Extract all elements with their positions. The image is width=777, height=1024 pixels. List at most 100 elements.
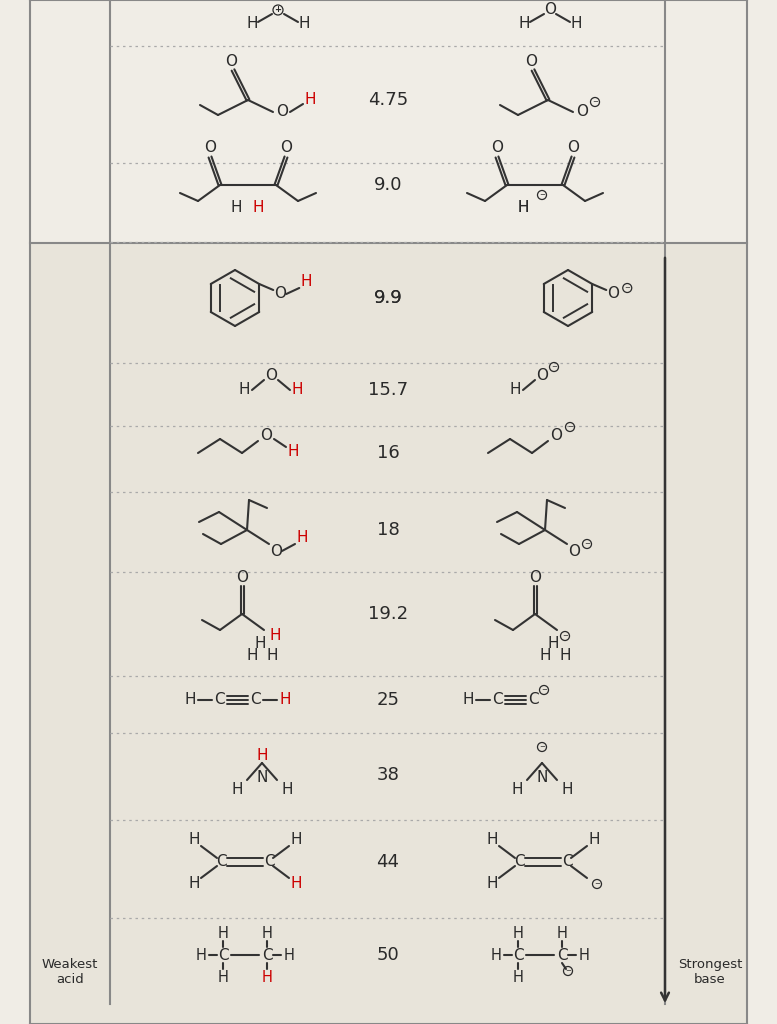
Text: 18: 18	[377, 521, 399, 539]
Text: O: O	[280, 139, 292, 155]
Text: 16: 16	[377, 444, 399, 462]
Text: O: O	[204, 139, 216, 155]
Text: C: C	[528, 692, 538, 708]
Text: C: C	[249, 692, 260, 708]
Text: H: H	[291, 877, 301, 892]
Text: H: H	[547, 637, 559, 651]
Text: −: −	[562, 633, 568, 639]
Text: H: H	[270, 629, 280, 643]
Text: 4.75: 4.75	[368, 91, 408, 109]
Text: C: C	[492, 692, 502, 708]
Text: H: H	[462, 692, 474, 708]
Text: O: O	[544, 2, 556, 17]
Text: H: H	[559, 648, 571, 664]
Text: H: H	[509, 383, 521, 397]
Text: H: H	[230, 200, 242, 214]
Text: H: H	[188, 877, 200, 892]
Text: 25: 25	[377, 691, 399, 709]
Text: C: C	[514, 854, 524, 869]
Text: H: H	[513, 926, 524, 940]
Text: O: O	[491, 139, 503, 155]
Text: O: O	[225, 53, 237, 69]
Text: H: H	[287, 443, 298, 459]
Text: C: C	[218, 947, 228, 963]
Text: O: O	[550, 427, 562, 442]
Text: O: O	[276, 104, 288, 120]
Text: H: H	[254, 637, 266, 651]
Text: C: C	[556, 947, 567, 963]
Text: C: C	[562, 854, 573, 869]
Text: H: H	[517, 200, 529, 214]
Text: 38: 38	[377, 766, 399, 784]
Text: H: H	[239, 383, 249, 397]
Text: O: O	[274, 287, 286, 301]
Text: −: −	[592, 99, 598, 105]
Text: H: H	[246, 648, 258, 664]
Text: O: O	[608, 287, 619, 301]
Bar	[30, 243, 747, 1024]
Text: H: H	[184, 692, 196, 708]
Text: 15.7: 15.7	[368, 381, 408, 399]
Text: −: −	[551, 364, 557, 370]
Text: Strongest
base: Strongest base	[678, 958, 742, 986]
Text: H: H	[281, 781, 293, 797]
Text: H: H	[253, 200, 263, 214]
Text: H: H	[218, 970, 228, 984]
Text: H: H	[284, 947, 294, 963]
Text: H: H	[298, 16, 310, 32]
Text: H: H	[301, 274, 312, 290]
Text: −: −	[541, 687, 547, 693]
Text: 9.0: 9.0	[374, 176, 402, 194]
Text: 44: 44	[377, 853, 399, 871]
Text: H: H	[556, 926, 567, 940]
Text: H: H	[232, 781, 242, 797]
Text: O: O	[265, 368, 277, 383]
Text: H: H	[561, 781, 573, 797]
Text: O: O	[525, 53, 537, 69]
Text: H: H	[588, 833, 600, 848]
Text: H: H	[246, 16, 258, 32]
Text: H: H	[513, 970, 524, 984]
Bar	[30, 0, 747, 243]
Text: H: H	[218, 926, 228, 940]
Text: −: −	[565, 968, 571, 974]
Text: O: O	[568, 544, 580, 558]
Text: H: H	[570, 16, 582, 32]
Text: H: H	[296, 530, 308, 546]
Text: H: H	[305, 92, 315, 108]
Text: H: H	[262, 970, 273, 984]
Text: H: H	[486, 833, 498, 848]
Text: O: O	[529, 569, 541, 585]
Text: −: −	[567, 424, 573, 430]
Text: H: H	[291, 383, 303, 397]
Text: H: H	[267, 648, 277, 664]
Text: N: N	[536, 769, 548, 784]
Text: C: C	[513, 947, 524, 963]
Text: H: H	[539, 648, 551, 664]
Text: H: H	[486, 877, 498, 892]
Text: C: C	[263, 854, 274, 869]
Text: 9.9: 9.9	[374, 289, 402, 307]
Text: H: H	[518, 16, 530, 32]
Text: O: O	[236, 569, 248, 585]
Text: H: H	[279, 692, 291, 708]
Text: O: O	[260, 427, 272, 442]
Text: +: +	[274, 5, 281, 14]
Text: H: H	[262, 926, 273, 940]
Text: 19.2: 19.2	[368, 605, 408, 623]
Text: H: H	[517, 200, 529, 214]
Text: N: N	[256, 769, 268, 784]
Text: −: −	[539, 744, 545, 750]
Text: O: O	[270, 544, 282, 558]
Text: 9.9: 9.9	[374, 289, 402, 307]
Text: H: H	[511, 781, 523, 797]
Text: −: −	[624, 285, 630, 291]
Text: H: H	[188, 833, 200, 848]
Text: H: H	[579, 947, 590, 963]
Text: O: O	[536, 368, 548, 383]
Text: −: −	[584, 541, 590, 547]
Text: H: H	[196, 947, 207, 963]
Text: C: C	[262, 947, 272, 963]
Text: C: C	[216, 854, 226, 869]
Text: 50: 50	[377, 946, 399, 964]
